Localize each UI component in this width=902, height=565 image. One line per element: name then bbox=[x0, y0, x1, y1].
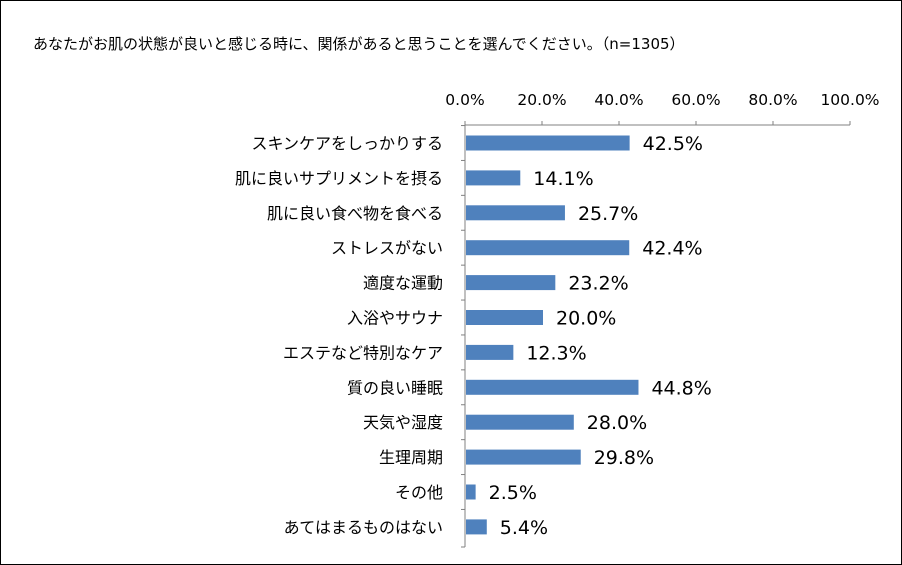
category-label: エステなど特別なケア bbox=[283, 343, 443, 362]
bar bbox=[466, 170, 521, 186]
category-label: その他 bbox=[395, 483, 443, 502]
data-label: 28.0% bbox=[587, 412, 647, 434]
category-label: 肌に良い食べ物を食べる bbox=[267, 204, 443, 223]
x-tick-label: 80.0% bbox=[748, 91, 797, 109]
bar bbox=[466, 135, 630, 151]
bar bbox=[466, 205, 565, 221]
data-label: 42.5% bbox=[643, 133, 703, 155]
bar bbox=[466, 519, 487, 535]
data-label: 42.4% bbox=[642, 238, 702, 260]
x-axis: 0.0% 20.0% 40.0% 60.0% 80.0% 100.0% bbox=[445, 91, 880, 126]
x-tick-label: 0.0% bbox=[445, 91, 484, 109]
bar bbox=[466, 344, 514, 360]
bar bbox=[466, 449, 581, 465]
category-label: スキンケアをしっかりする bbox=[251, 134, 443, 153]
category-label: 生理周期 bbox=[379, 448, 443, 467]
category-label: あてはまるものはない bbox=[284, 518, 443, 537]
data-label: 29.8% bbox=[594, 447, 654, 469]
data-label: 44.8% bbox=[651, 377, 711, 399]
chart-title: あなたがお肌の状態が良いと感じる時に、関係があると思うことを選んでください。（n… bbox=[33, 35, 685, 53]
data-label: 25.7% bbox=[578, 203, 638, 225]
category-label: 適度な運動 bbox=[363, 274, 443, 293]
category-label: 肌に良いサプリメントを摂る bbox=[235, 169, 443, 188]
data-label: 5.4% bbox=[500, 517, 548, 539]
category-label: 天気や湿度 bbox=[363, 413, 443, 432]
bar bbox=[466, 310, 543, 325]
bar bbox=[466, 414, 574, 430]
y-axis: スキンケアをしっかりする肌に良いサプリメントを摂る肌に良い食べ物を食べるストレス… bbox=[235, 125, 466, 548]
category-label: 入浴やサウナ bbox=[347, 309, 443, 328]
data-label: 12.3% bbox=[526, 342, 586, 364]
category-label: 質の良い睡眠 bbox=[347, 378, 443, 397]
bar bbox=[466, 484, 476, 500]
bars: 42.5% 14.1% 25.7%42.4% 23.2% 20.0% 12.3% 44.8%… bbox=[466, 133, 712, 539]
x-tick-label: 100.0% bbox=[820, 91, 879, 109]
data-label: 2.5% bbox=[489, 482, 537, 504]
x-tick-label: 60.0% bbox=[671, 91, 720, 109]
x-tick-label: 20.0% bbox=[517, 91, 566, 109]
data-label: 20.0% bbox=[556, 308, 616, 330]
data-label: 14.1% bbox=[533, 168, 593, 190]
x-tick-label: 40.0% bbox=[594, 91, 643, 109]
bar bbox=[466, 275, 556, 291]
data-label: 23.2% bbox=[568, 273, 628, 295]
bar bbox=[466, 240, 630, 256]
bar bbox=[466, 379, 639, 395]
category-label: ストレスがない bbox=[331, 239, 443, 258]
